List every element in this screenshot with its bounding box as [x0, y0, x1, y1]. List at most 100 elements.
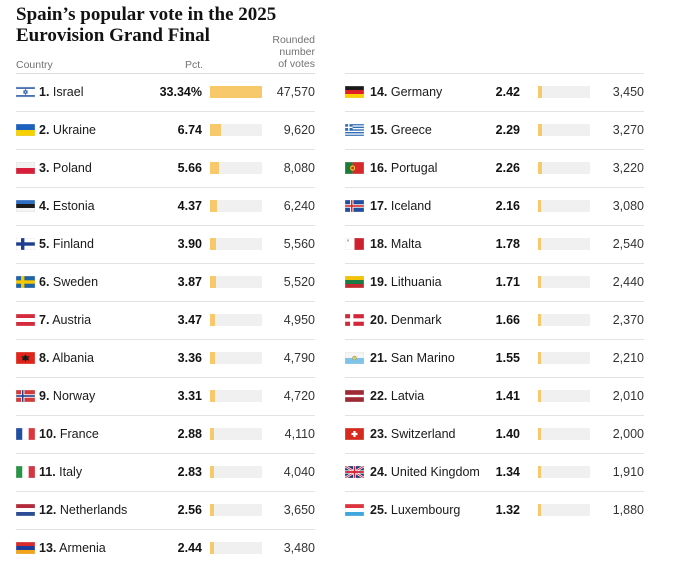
votes-value: 2,210 — [612, 351, 644, 365]
pct-value: 1.41 — [495, 389, 520, 403]
country-name: Netherlands — [56, 503, 128, 517]
rank-label: 22. — [370, 389, 388, 403]
row-divider — [16, 111, 315, 112]
votes-value: 2,010 — [612, 389, 644, 403]
bar-san-marino — [538, 352, 541, 364]
bar-norway — [210, 390, 215, 402]
rank-label: 3. — [39, 161, 50, 175]
column-header-country: Country — [16, 59, 53, 71]
pct-value: 3.36 — [177, 351, 202, 365]
country-label: 12. Netherlands — [39, 502, 127, 518]
table-row-estonia: 4. Estonia 4.37 6,240 — [16, 187, 315, 225]
votes-value: 2,440 — [612, 275, 644, 289]
country-label: 2. Ukraine — [39, 122, 96, 138]
table-row-albania: 8. Albania 3.36 4,790 — [16, 339, 315, 377]
country-name: Armenia — [56, 541, 106, 555]
pct-value: 2.42 — [495, 85, 520, 99]
bar-track — [538, 238, 590, 250]
row-divider — [345, 339, 644, 340]
country-label: 14. Germany — [370, 84, 442, 100]
country-label: 24. United Kingdom — [370, 464, 480, 480]
bar-israel — [210, 86, 262, 98]
pct-value: 3.90 — [177, 237, 202, 251]
country-label: 10. France — [39, 426, 99, 442]
row-divider — [16, 491, 315, 492]
country-name: Iceland — [387, 199, 432, 213]
country-name: Sweden — [49, 275, 99, 289]
votes-value: 5,560 — [283, 237, 315, 251]
pct-value: 2.44 — [177, 541, 202, 555]
pct-value: 33.34% — [159, 85, 202, 99]
pct-value: 2.26 — [495, 161, 520, 175]
table-row-poland: 3. Poland 5.66 8,080 — [16, 149, 315, 187]
bar-malta — [538, 238, 541, 250]
country-name: Israel — [49, 85, 84, 99]
row-divider — [16, 339, 315, 340]
votes-value: 4,950 — [283, 313, 315, 327]
row-divider — [345, 111, 644, 112]
votes-value: 3,270 — [612, 123, 644, 137]
bar-austria — [210, 314, 215, 326]
row-divider — [16, 187, 315, 188]
rank-label: 18. — [370, 237, 388, 251]
bar-luxembourg — [538, 504, 541, 516]
votes-value: 2,370 — [612, 313, 644, 327]
row-divider — [345, 149, 644, 150]
header-rule — [16, 73, 315, 74]
country-name: San Marino — [387, 351, 455, 365]
rank-label: 15. — [370, 123, 388, 137]
country-label: 23. Switzerland — [370, 426, 455, 442]
country-name: Albania — [49, 351, 94, 365]
iceland-flag-icon — [345, 200, 364, 212]
country-name: United Kingdom — [387, 465, 480, 479]
bar-iceland — [538, 200, 541, 212]
bar-track — [538, 200, 590, 212]
pct-value: 5.66 — [177, 161, 202, 175]
ukraine-flag-icon — [16, 124, 35, 136]
country-name: Luxembourg — [387, 503, 461, 517]
denmark-flag-icon — [345, 314, 364, 326]
table-row-united-kingdom: 24. United Kingdom 1.34 1,910 — [345, 453, 644, 491]
bar-track — [538, 276, 590, 288]
country-name: Switzerland — [387, 427, 456, 441]
pct-value: 1.34 — [495, 465, 520, 479]
row-divider — [345, 263, 644, 264]
votes-value: 4,040 — [283, 465, 315, 479]
pct-value: 1.55 — [495, 351, 520, 365]
bar-track — [210, 200, 262, 212]
table-row-sweden: 6. Sweden 3.87 5,520 — [16, 263, 315, 301]
country-label: 22. Latvia — [370, 388, 424, 404]
bar-albania — [210, 352, 215, 364]
votes-value: 1,910 — [612, 465, 644, 479]
votes-value: 9,620 — [283, 123, 315, 137]
poland-flag-icon — [16, 162, 35, 174]
rank-label: 6. — [39, 275, 50, 289]
table-row-switzerland: 23. Switzerland 1.40 2,000 — [345, 415, 644, 453]
country-name: Lithuania — [387, 275, 442, 289]
votes-value: 5,520 — [283, 275, 315, 289]
finland-flag-icon — [16, 238, 35, 250]
row-divider — [16, 453, 315, 454]
column-header-pct: Pct. — [184, 59, 204, 71]
table-row-italy: 11. Italy 2.83 4,040 — [16, 453, 315, 491]
table-row-luxembourg: 25. Luxembourg 1.32 1,880 — [345, 491, 644, 529]
table-row-latvia: 22. Latvia 1.41 2,010 — [345, 377, 644, 415]
bar-poland — [210, 162, 219, 174]
votes-value: 8,080 — [283, 161, 315, 175]
country-label: 18. Malta — [370, 236, 421, 252]
table-row-ukraine: 2. Ukraine 6.74 9,620 — [16, 111, 315, 149]
country-label: 1. Israel — [39, 84, 83, 100]
row-divider — [16, 301, 315, 302]
country-label: 16. Portugal — [370, 160, 437, 176]
row-divider — [345, 415, 644, 416]
rank-label: 1. — [39, 85, 50, 99]
bar-ukraine — [210, 124, 221, 136]
bar-switzerland — [538, 428, 541, 440]
votes-value: 6,240 — [283, 199, 315, 213]
bar-track — [210, 504, 262, 516]
table-row-france: 10. France 2.88 4,110 — [16, 415, 315, 453]
votes-value: 3,650 — [283, 503, 315, 517]
country-name: Italy — [55, 465, 83, 479]
bar-lithuania — [538, 276, 541, 288]
bar-track — [210, 390, 262, 402]
